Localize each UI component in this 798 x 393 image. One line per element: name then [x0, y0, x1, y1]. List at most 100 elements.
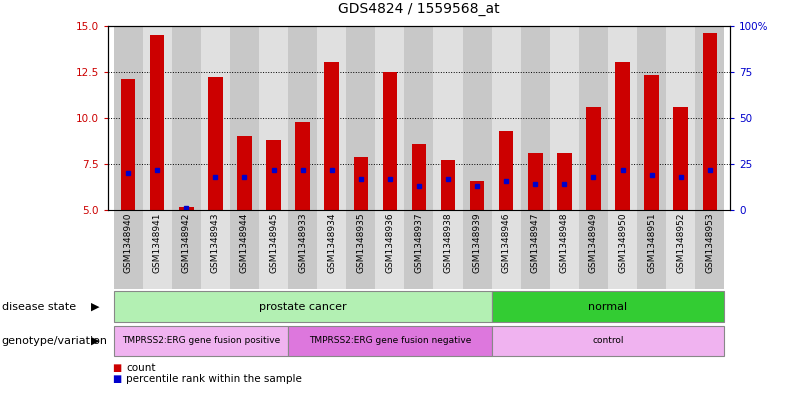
Text: GSM1348936: GSM1348936: [385, 213, 394, 273]
Bar: [230, 26, 259, 210]
Bar: [528, 153, 543, 210]
Text: GSM1348941: GSM1348941: [152, 213, 162, 273]
Bar: [521, 26, 550, 210]
Text: ■: ■: [112, 363, 121, 373]
Bar: [288, 210, 317, 289]
Text: disease state: disease state: [2, 301, 76, 312]
Bar: [587, 107, 601, 210]
Text: GSM1348938: GSM1348938: [444, 213, 452, 273]
Bar: [644, 75, 659, 210]
Text: GSM1348950: GSM1348950: [618, 213, 627, 273]
Bar: [463, 210, 492, 289]
Bar: [120, 79, 136, 210]
Bar: [346, 210, 375, 289]
Text: control: control: [592, 336, 624, 345]
Text: GSM1348946: GSM1348946: [502, 213, 511, 273]
Bar: [499, 131, 513, 210]
Text: GSM1348952: GSM1348952: [676, 213, 685, 273]
Text: GSM1348934: GSM1348934: [327, 213, 336, 273]
Bar: [237, 136, 251, 210]
Bar: [637, 26, 666, 210]
Bar: [695, 210, 725, 289]
Bar: [317, 26, 346, 210]
Bar: [113, 210, 143, 289]
Text: percentile rank within the sample: percentile rank within the sample: [126, 374, 302, 384]
Bar: [143, 210, 172, 289]
Bar: [492, 326, 725, 356]
Text: GSM1348937: GSM1348937: [414, 213, 424, 273]
Text: GSM1348944: GSM1348944: [240, 213, 249, 273]
Text: GSM1348947: GSM1348947: [531, 213, 539, 273]
Bar: [405, 26, 433, 210]
Bar: [230, 210, 259, 289]
Text: GSM1348933: GSM1348933: [298, 213, 307, 273]
Bar: [608, 26, 637, 210]
Bar: [259, 26, 288, 210]
Bar: [608, 210, 637, 289]
Bar: [521, 210, 550, 289]
Text: GSM1348945: GSM1348945: [269, 213, 278, 273]
Text: ▶: ▶: [91, 336, 100, 346]
Bar: [259, 210, 288, 289]
Bar: [492, 290, 725, 322]
Text: prostate cancer: prostate cancer: [259, 301, 346, 312]
Bar: [674, 107, 688, 210]
Text: GDS4824 / 1559568_at: GDS4824 / 1559568_at: [338, 2, 500, 16]
Text: GSM1348942: GSM1348942: [182, 213, 191, 273]
Bar: [288, 326, 492, 356]
Bar: [375, 26, 405, 210]
Text: TMPRSS2:ERG gene fusion negative: TMPRSS2:ERG gene fusion negative: [309, 336, 471, 345]
Bar: [666, 26, 695, 210]
Bar: [172, 210, 201, 289]
Bar: [150, 35, 164, 210]
Bar: [325, 62, 339, 210]
Bar: [208, 77, 223, 210]
Bar: [557, 153, 571, 210]
Bar: [579, 210, 608, 289]
Bar: [201, 210, 230, 289]
Bar: [382, 72, 397, 210]
Bar: [354, 157, 368, 210]
Text: normal: normal: [588, 301, 627, 312]
Text: GSM1348940: GSM1348940: [124, 213, 132, 273]
Bar: [695, 26, 725, 210]
Bar: [550, 26, 579, 210]
Bar: [317, 210, 346, 289]
Bar: [440, 160, 456, 210]
Bar: [666, 210, 695, 289]
Text: GSM1348951: GSM1348951: [647, 213, 656, 273]
Bar: [288, 26, 317, 210]
Bar: [346, 26, 375, 210]
Bar: [615, 62, 630, 210]
Bar: [412, 144, 426, 210]
Text: GSM1348953: GSM1348953: [705, 213, 714, 273]
Bar: [375, 210, 405, 289]
Bar: [637, 210, 666, 289]
Bar: [433, 210, 463, 289]
Text: ▶: ▶: [91, 301, 100, 312]
Bar: [113, 326, 288, 356]
Text: GSM1348939: GSM1348939: [472, 213, 482, 273]
Bar: [113, 26, 143, 210]
Bar: [702, 33, 717, 210]
Bar: [550, 210, 579, 289]
Text: GSM1348948: GSM1348948: [560, 213, 569, 273]
Bar: [172, 26, 201, 210]
Bar: [463, 26, 492, 210]
Bar: [492, 26, 521, 210]
Bar: [579, 26, 608, 210]
Bar: [295, 121, 310, 210]
Bar: [179, 208, 194, 210]
Text: GSM1348949: GSM1348949: [589, 213, 598, 273]
Bar: [267, 140, 281, 210]
Text: count: count: [126, 363, 156, 373]
Text: GSM1348943: GSM1348943: [211, 213, 219, 273]
Bar: [113, 290, 492, 322]
Text: genotype/variation: genotype/variation: [2, 336, 108, 346]
Bar: [201, 26, 230, 210]
Bar: [143, 26, 172, 210]
Text: GSM1348935: GSM1348935: [356, 213, 365, 273]
Bar: [492, 210, 521, 289]
Bar: [433, 26, 463, 210]
Text: TMPRSS2:ERG gene fusion positive: TMPRSS2:ERG gene fusion positive: [121, 336, 280, 345]
